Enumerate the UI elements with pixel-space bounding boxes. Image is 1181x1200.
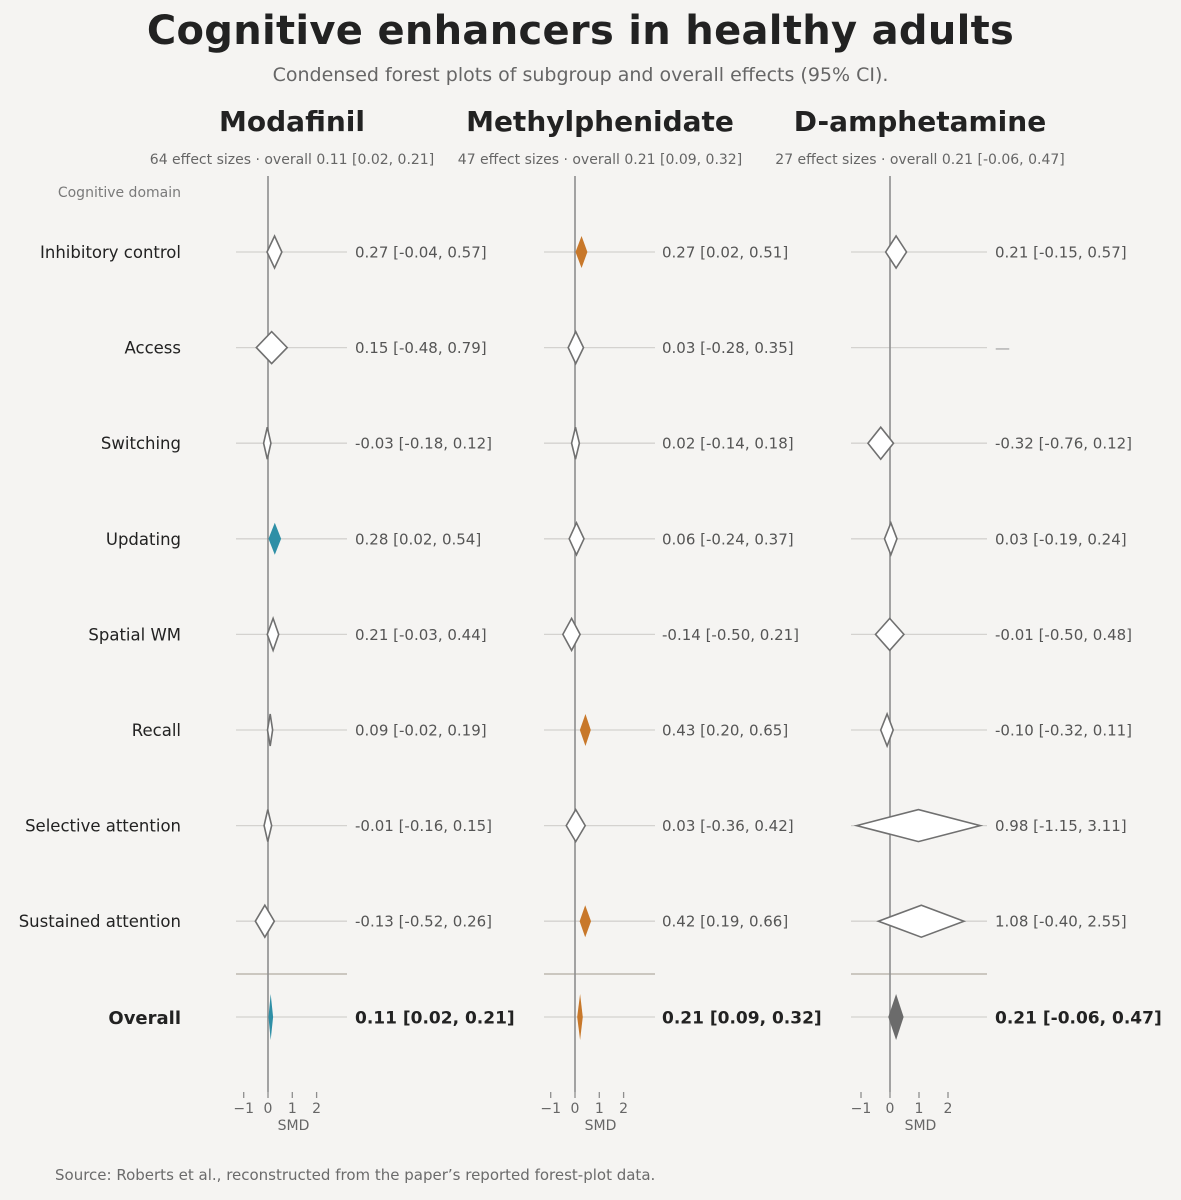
row-label-selective-attention: Selective attention [25,817,181,836]
modafinil-panel-title: Modafinil [219,105,365,138]
modafinil-value-label-inhibitory-control: 0.27 [-0.04, 0.57] [355,244,487,262]
methylphenidate-value-label-switching: 0.02 [-0.14, 0.18] [662,435,794,453]
d-amphetamine-diamond-switching [866,425,895,461]
modafinil-xtick-label-1: 0 [264,1101,273,1117]
modafinil-diamond-access [255,330,289,365]
modafinil-diamond-switching [262,427,272,460]
modafinil-value-label-recall: 0.09 [-0.02, 0.19] [355,722,487,740]
modafinil-value-label-access: 0.15 [-0.48, 0.79] [355,339,487,357]
row-label-sustained-attention: Sustained attention [19,912,181,931]
domain-header: Cognitive domain [58,185,181,201]
row-label-spatial-wm: Spatial WM [88,625,181,644]
methylphenidate-xtick-label-1: 0 [571,1101,580,1117]
d-amphetamine-diamond-overall [888,994,904,1040]
methylphenidate-value-label-inhibitory-control: 0.27 [0.02, 0.51] [662,244,788,262]
methylphenidate-value-label-overall: 0.21 [0.09, 0.32] [662,1009,822,1029]
modafinil-diamond-inhibitory-control [266,234,283,270]
d-amphetamine-value-label-overall: 0.21 [-0.06, 0.47] [995,1009,1162,1029]
methylphenidate-xtick-label-0: −1 [540,1101,561,1117]
d-amphetamine-xlabel: SMD [905,1118,937,1134]
d-amphetamine-panel-summary: 27 effect sizes · overall 0.21 [-0.06, 0… [775,152,1064,168]
row-label-inhibitory-control: Inhibitory control [40,243,181,262]
methylphenidate-diamond-inhibitory-control [575,236,588,268]
row-label-updating: Updating [106,530,181,549]
methylphenidate-value-label-recall: 0.43 [0.20, 0.65] [662,722,788,740]
d-amphetamine-panel-title: D-amphetamine [794,105,1046,138]
d-amphetamine-diamond-inhibitory-control [884,234,908,270]
d-amphetamine-diamond-sustained-attention [876,904,967,939]
row-label-switching: Switching [101,434,181,453]
modafinil-xtick-label-0: −1 [233,1101,254,1117]
d-amphetamine-value-label-updating: 0.03 [-0.19, 0.24] [995,530,1127,548]
methylphenidate-diamond-spatial-wm [561,616,582,653]
chart-subtitle: Condensed forest plots of subgroup and o… [272,64,889,86]
modafinil-xtick-label-3: 2 [312,1101,321,1117]
modafinil-diamond-sustained-attention [254,903,276,939]
methylphenidate-value-label-selective-attention: 0.03 [-0.36, 0.42] [662,817,794,835]
modafinil-value-label-spatial-wm: 0.21 [-0.03, 0.44] [355,626,487,644]
d-amphetamine-value-label-access: — [995,339,1010,357]
methylphenidate-diamond-selective-attention [565,808,587,844]
methylphenidate-value-label-sustained-attention: 0.42 [0.19, 0.66] [662,913,788,931]
d-amphetamine-value-label-switching: -0.32 [-0.76, 0.12] [995,435,1132,453]
methylphenidate-value-label-access: 0.03 [-0.28, 0.35] [662,339,794,357]
modafinil-xlabel: SMD [278,1118,310,1134]
d-amphetamine-xtick-label-3: 2 [944,1101,953,1117]
row-label-recall: Recall [132,721,181,740]
source-note: Source: Roberts et al., reconstructed fr… [55,1166,656,1184]
d-amphetamine-diamond-spatial-wm [874,617,905,652]
methylphenidate-diamond-recall [579,714,591,746]
methylphenidate-diamond-overall [577,994,583,1040]
d-amphetamine-value-label-spatial-wm: -0.01 [-0.50, 0.48] [995,626,1132,644]
modafinil-diamond-recall [266,713,274,747]
methylphenidate-value-label-updating: 0.06 [-0.24, 0.37] [662,530,794,548]
methylphenidate-diamond-access [567,329,585,366]
d-amphetamine-value-label-sustained-attention: 1.08 [-0.40, 2.55] [995,913,1127,931]
d-amphetamine-xtick-label-1: 0 [886,1101,895,1117]
methylphenidate-diamond-sustained-attention [579,905,592,938]
row-label-overall: Overall [108,1008,181,1029]
modafinil-panel-summary: 64 effect sizes · overall 0.11 [0.02, 0.… [150,152,434,168]
modafinil-value-label-selective-attention: -0.01 [-0.16, 0.15] [355,817,492,835]
methylphenidate-diamond-updating [568,520,585,557]
modafinil-diamond-overall [268,994,274,1040]
d-amphetamine-xtick-label-2: 1 [915,1101,924,1117]
d-amphetamine-value-label-recall: -0.10 [-0.32, 0.11] [995,722,1132,740]
d-amphetamine-diamond-selective-attention [853,808,984,843]
methylphenidate-xlabel: SMD [585,1118,617,1134]
row-label-access: Access [125,339,182,358]
d-amphetamine-diamond-updating [883,520,898,558]
d-amphetamine-xtick-label-0: −1 [851,1101,872,1117]
methylphenidate-xtick-label-2: 1 [595,1101,604,1117]
modafinil-diamond-updating [268,522,282,555]
d-amphetamine-value-label-selective-attention: 0.98 [-1.15, 3.11] [995,817,1127,835]
d-amphetamine-diamond-recall [879,711,895,749]
modafinil-diamond-spatial-wm [266,616,280,653]
methylphenidate-xtick-label-3: 2 [619,1101,628,1117]
methylphenidate-panel-summary: 47 effect sizes · overall 0.21 [0.09, 0.… [458,152,742,168]
modafinil-value-label-overall: 0.11 [0.02, 0.21] [355,1009,515,1029]
modafinil-value-label-updating: 0.28 [0.02, 0.54] [355,530,481,548]
methylphenidate-value-label-spatial-wm: -0.14 [-0.50, 0.21] [662,626,799,644]
methylphenidate-diamond-switching [570,427,581,460]
modafinil-diamond-selective-attention [263,809,273,842]
d-amphetamine-value-label-inhibitory-control: 0.21 [-0.15, 0.57] [995,244,1127,262]
modafinil-xtick-label-2: 1 [288,1101,297,1117]
modafinil-value-label-sustained-attention: -0.13 [-0.52, 0.26] [355,913,492,931]
methylphenidate-panel-title: Methylphenidate [466,105,734,138]
modafinil-value-label-switching: -0.03 [-0.18, 0.12] [355,435,492,453]
chart-title: Cognitive enhancers in healthy adults [146,8,1015,54]
